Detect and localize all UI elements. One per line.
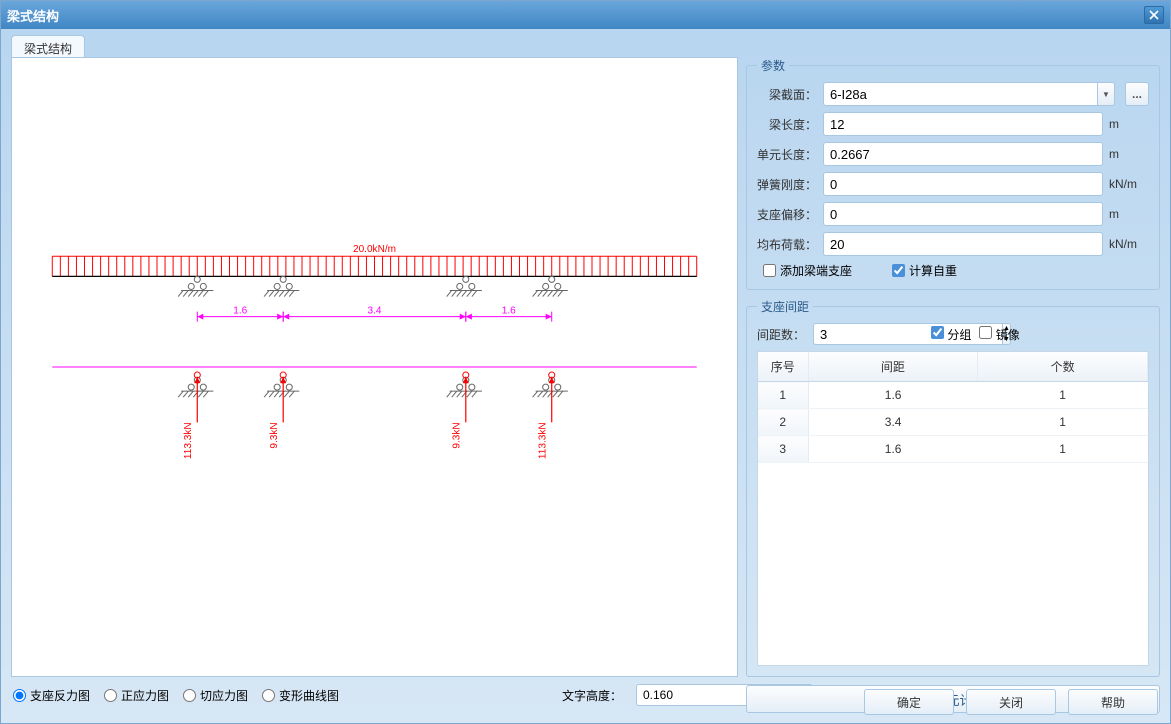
svg-text:9.3kN: 9.3kN — [452, 422, 463, 448]
chk-endsupport[interactable]: 添加梁端支座 — [763, 262, 852, 279]
svg-text:3.4: 3.4 — [368, 306, 382, 317]
section-combo[interactable]: ▼ — [823, 82, 1115, 106]
col-count: 个数 — [978, 352, 1148, 382]
beam-dialog: 梁式结构 梁式结构 20.0kN/m1.63.41.6113.3kN9.3kN9… — [0, 0, 1171, 724]
length-label: 梁长度： — [757, 116, 817, 133]
close-icon[interactable] — [1144, 6, 1164, 24]
ok-button[interactable]: 确定 — [864, 689, 954, 715]
radio-deform[interactable]: 变形曲线图 — [262, 687, 339, 704]
table-row[interactable]: 11.61 — [758, 382, 1148, 409]
spacing-group: 支座间距 间距数： ▲ ▼ 分组 镜像 — [746, 298, 1160, 677]
count-input[interactable] — [813, 323, 1002, 345]
udl-input[interactable] — [823, 232, 1103, 256]
section-input[interactable] — [823, 82, 1097, 106]
section-browse-button[interactable]: ... — [1125, 82, 1149, 106]
svg-text:1.6: 1.6 — [233, 306, 247, 317]
radio-shear[interactable]: 切应力图 — [183, 687, 248, 704]
window-title: 梁式结构 — [7, 6, 59, 25]
spacing-legend: 支座间距 — [757, 298, 813, 315]
svg-text:20.0kN/m: 20.0kN/m — [353, 244, 396, 255]
help-button[interactable]: 帮助 — [1068, 689, 1158, 715]
col-dist: 间距 — [808, 352, 978, 382]
elem-input[interactable] — [823, 142, 1103, 166]
spacing-table[interactable]: 序号 间距 个数 11.6123.4131.61 — [757, 351, 1149, 666]
radio-reaction[interactable]: 支座反力图 — [13, 687, 90, 704]
svg-text:113.3kN: 113.3kN — [183, 422, 194, 459]
chk-group[interactable]: 分组 — [931, 326, 971, 343]
dialog-footer: 确定 关闭 帮助 — [864, 689, 1158, 715]
params-group: 参数 梁截面： ▼ ... 梁长度： m 单元长度： — [746, 57, 1160, 290]
udl-label: 均布荷载： — [757, 236, 817, 253]
title-bar: 梁式结构 — [1, 1, 1170, 29]
elem-label: 单元长度： — [757, 146, 817, 163]
close-button[interactable]: 关闭 — [966, 689, 1056, 715]
chevron-down-icon[interactable]: ▼ — [1097, 82, 1115, 106]
count-spin[interactable]: ▲ ▼ — [813, 323, 923, 345]
offset-input[interactable] — [823, 202, 1103, 226]
beam-canvas: 20.0kN/m 1.6 3.4 1.6 113.3kN 9.3kN 9.3kN 113.3k… — [11, 57, 738, 677]
offset-unit: m — [1109, 207, 1149, 221]
spring-input[interactable] — [823, 172, 1103, 196]
section-label: 梁截面： — [757, 86, 817, 103]
chk-selfweight[interactable]: 计算自重 — [892, 262, 957, 279]
svg-text:113.3kN: 113.3kN — [538, 422, 549, 459]
text-height-label: 文字高度： — [562, 687, 622, 704]
length-input[interactable] — [823, 112, 1103, 136]
col-idx: 序号 — [758, 352, 808, 382]
offset-label: 支座偏移： — [757, 206, 817, 223]
svg-text:1.6: 1.6 — [502, 306, 516, 317]
params-legend: 参数 — [757, 57, 789, 74]
table-row[interactable]: 31.61 — [758, 436, 1148, 463]
view-options-bar: 支座反力图 正应力图 切应力图 变形曲线图 文字高度： ▲▼ — [11, 677, 738, 713]
elem-unit: m — [1109, 147, 1149, 161]
radio-stress[interactable]: 正应力图 — [104, 687, 169, 704]
chk-mirror[interactable]: 镜像 — [979, 326, 1019, 343]
spring-unit: kN/m — [1109, 177, 1149, 191]
text-height-spin[interactable]: ▲▼ — [636, 684, 736, 706]
svg-text:9.3kN: 9.3kN — [269, 422, 280, 448]
spring-label: 弹簧刚度： — [757, 176, 817, 193]
length-unit: m — [1109, 117, 1149, 131]
count-label: 间距数： — [757, 326, 805, 343]
table-row[interactable]: 23.41 — [758, 409, 1148, 436]
udl-unit: kN/m — [1109, 237, 1149, 251]
